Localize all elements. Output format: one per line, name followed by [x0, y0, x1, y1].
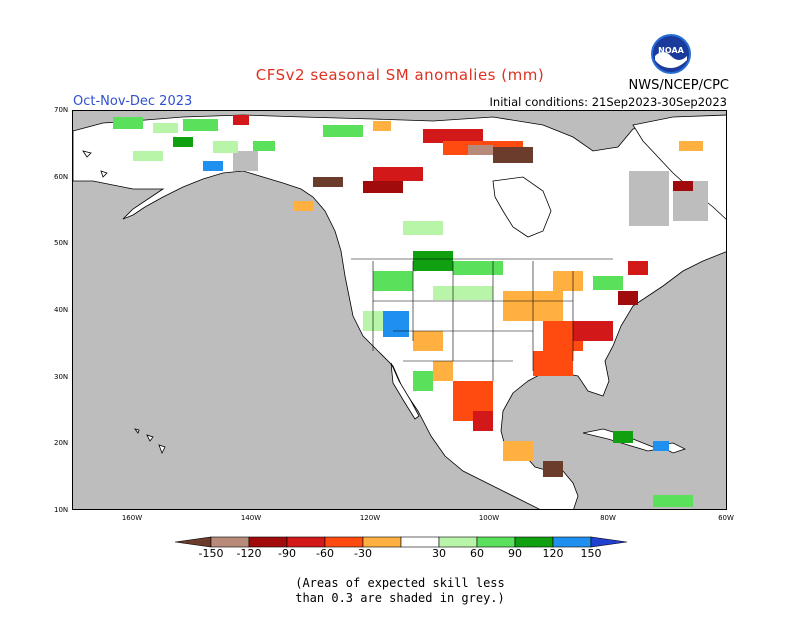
initial-conditions: Initial conditions: 21Sep2023-30Sep2023 [489, 95, 727, 109]
credit-text: NWS/NCEP/CPC [628, 78, 729, 93]
lon-label-160w: 160W [121, 514, 143, 522]
colorbar-segment [514, 536, 554, 548]
colorbar-tick-label: 30 [432, 547, 446, 560]
colorbar-segment [438, 536, 478, 548]
colorbar-segment [286, 536, 326, 548]
lat-label-70n: 70N [54, 106, 69, 114]
skill-note-line-2: than 0.3 are shaded in grey.) [295, 591, 505, 605]
noaa-logo: NOAA [651, 34, 691, 74]
colorbar-tick-label: -120 [236, 547, 262, 560]
lon-label-120w: 120W [359, 514, 381, 522]
lat-label-20n: 20N [54, 439, 69, 447]
colorbar-tick-label: -90 [278, 547, 296, 560]
political-borders [351, 258, 613, 381]
colorbar-segment [362, 536, 402, 548]
colorbar-tick-label: 90 [508, 547, 522, 560]
lon-label-80w: 80W [600, 514, 616, 522]
map-area [72, 110, 727, 510]
colorbar-segment [476, 536, 516, 548]
colorbar-tick-label: 60 [470, 547, 484, 560]
anomaly-cells [113, 115, 703, 507]
colorbar-tick-label: 150 [580, 547, 602, 560]
colorbar-segment [210, 536, 250, 548]
lon-label-100w: 100W [478, 514, 500, 522]
season-label: Oct-Nov-Dec 2023 [73, 94, 193, 109]
lat-label-30n: 30N [54, 373, 69, 381]
colorbar-segment [324, 536, 364, 548]
lon-label-140w: 140W [240, 514, 262, 522]
colorbar-segment [590, 536, 627, 548]
map-title: CFSv2 seasonal SM anomalies (mm) [255, 66, 545, 84]
colorbar-tick-label: -30 [354, 547, 372, 560]
colorbar-tick-label: 120 [542, 547, 564, 560]
low-skill-areas [233, 151, 708, 226]
lat-label-10n: 10N [54, 506, 69, 514]
colorbar-tick-label: -60 [316, 547, 334, 560]
skill-note-line-1: (Areas of expected skill less [295, 576, 505, 590]
colorbar-segment [552, 536, 592, 548]
lon-label-60w: 60W [718, 514, 734, 522]
lat-label-40n: 40N [54, 306, 69, 314]
svg-text:NOAA: NOAA [658, 46, 684, 55]
lat-label-60n: 60N [54, 173, 69, 181]
colorbar [175, 536, 627, 548]
lat-label-50n: 50N [54, 239, 69, 247]
colorbar-tick-label: -150 [198, 547, 224, 560]
colorbar-segment [175, 536, 212, 548]
hudson-bay [492, 176, 552, 238]
colorbar-segment [248, 536, 288, 548]
skill-note: (Areas of expected skill less than 0.3 a… [0, 576, 800, 606]
colorbar-segment [400, 536, 440, 548]
map-svg [73, 114, 726, 509]
